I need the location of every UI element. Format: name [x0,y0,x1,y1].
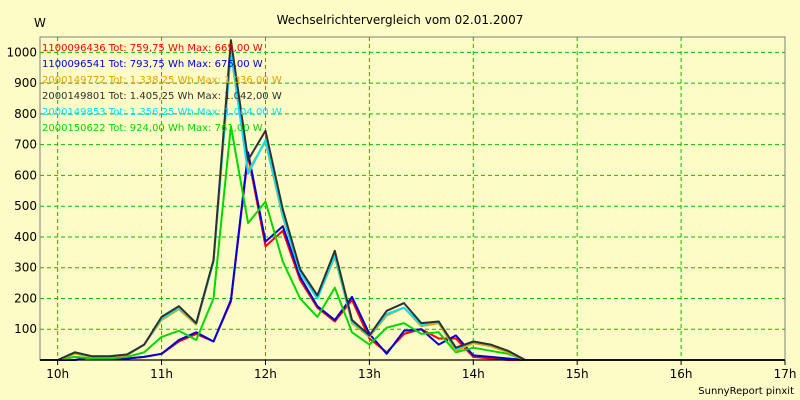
x-tick-label: 13h [358,367,381,381]
x-tick-label: 17h [774,367,797,381]
y-tick-label: 300 [14,261,37,275]
x-tick-label: 11h [150,367,173,381]
x-tick-label: 16h [670,367,693,381]
y-tick-label: 400 [14,230,37,244]
axes [39,36,786,365]
y-tick-label: 900 [14,76,37,90]
x-tick-label: 12h [254,367,277,381]
x-tick-labels: 10h 11h 12h 13h 14h 15h 16h 17h [46,367,796,381]
x-tick-label: 14h [462,367,485,381]
legend-entry-2000149853: 2000149853 Tot: 1.356,25 Wh Max: 1.004,0… [42,107,282,118]
credit-text: SunnyReport pinxit [698,386,794,397]
grid [40,37,786,360]
y-tick-label: 600 [14,168,37,182]
legend-entry-2000149801: 2000149801 Tot: 1.405,25 Wh Max: 1.042,0… [42,91,282,102]
y-tick-label: 100 [14,322,37,336]
y-tick-label: 200 [14,291,37,305]
legend: 1100096436 Tot: 759,75 Wh Max: 665,00 W 1… [42,43,282,134]
y-tick-label: 1000 [6,45,37,59]
series-layer [40,39,785,361]
series-line-2000149801 [40,39,785,361]
legend-entry-2000150622: 2000150622 Tot: 924,00 Wh Max: 761,00 W [42,123,263,134]
legend-entry-1100096436: 1100096436 Tot: 759,75 Wh Max: 665,00 W [42,43,263,54]
y-tick-label: 500 [14,199,37,213]
legend-entry-1100096541: 1100096541 Tot: 793,75 Wh Max: 675,00 W [42,59,263,70]
x-tick-label: 10h [46,367,69,381]
chart-title: Wechselrichtervergleich vom 02.01.2007 [277,13,524,27]
x-tick-label: 15h [566,367,589,381]
series-line-2000150622 [40,125,785,361]
y-tick-labels: 100 200 300 400 500 600 700 800 900 1000 [6,45,37,336]
y-tick-label: 700 [14,138,37,152]
y-axis-unit: W [34,16,46,30]
legend-entry-2000149772: 2000149772 Tot: 1.338,25 Wh Max: 1.036,0… [42,75,282,86]
y-tick-label: 800 [14,107,37,121]
